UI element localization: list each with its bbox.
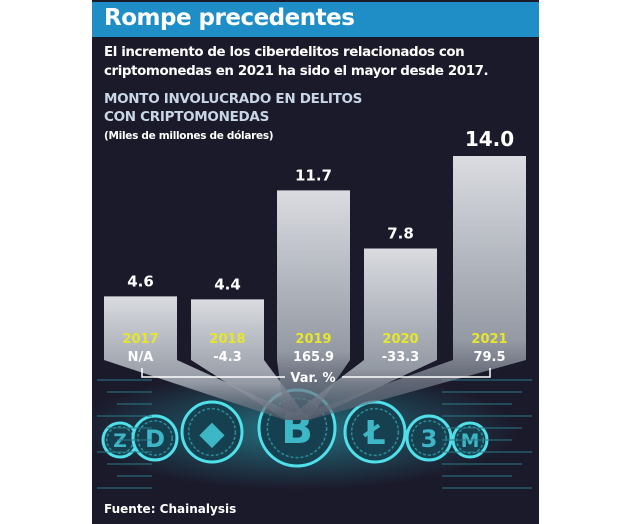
value-label: 4.4 [214,275,241,293]
svg-text:3: 3 [421,425,438,453]
svg-text:D: D [145,425,165,453]
title: Rompe precedentes [104,5,355,31]
source-note: Fuente: Chainalysis [104,502,237,516]
svg-text:M: M [461,431,480,452]
subtitle: El incremento de los ciberdelitos relaci… [104,45,489,79]
year-label: 2021 [471,332,507,347]
ethereum-coin-icon: ◆ [180,400,244,464]
year-label: 2017 [122,332,158,347]
header-band: Rompe precedentes [92,2,539,37]
infographic-panel: Rompe precedentes El incremento de los c… [92,0,539,524]
crypto-coins-illustration: Z D ◆ B Ł 3 M [92,370,532,490]
variation-bracket [141,368,491,378]
svg-text:Z: Z [113,431,127,452]
year-label: 2018 [209,332,245,347]
value-label: 14.0 [465,127,514,151]
bar-2019 [277,190,350,420]
unit-label: (Miles de millones de dólares) [104,130,274,142]
variation-title: Var. % [290,371,335,386]
dash-coin-icon: D [131,414,179,462]
e3-coin-icon: 3 [405,414,453,462]
value-label: 7.8 [387,225,414,243]
year-label: 2019 [295,332,331,347]
bar-2018 [191,299,309,420]
chart-title: MONTO INVOLUCRADO EN DELITOS CON CRIPTOM… [104,90,362,126]
variation-label: N/A [128,350,154,365]
svg-text:Ł: Ł [362,413,385,452]
variation-label: 79.5 [473,350,505,365]
value-label: 4.6 [127,272,154,290]
variation-label: 165.9 [293,350,334,365]
bar-2017 [104,296,309,420]
variation-label: -33.3 [382,350,419,365]
litecoin-coin-icon: Ł [343,400,407,464]
bar-2021 [285,156,526,420]
year-label: 2020 [382,332,418,347]
variation-label: -4.3 [213,350,241,365]
svg-text:◆: ◆ [199,413,225,452]
chart-title-line-1: MONTO INVOLUCRADO EN DELITOS [104,91,363,107]
bar-chart: Z D ◆ B Ł 3 M 4.62017N/A4.42018-4.311.72019165… [92,127,532,490]
value-label: 11.7 [295,166,332,184]
chart-title-line-2: CON CRIPTOMONEDAS [104,109,269,125]
